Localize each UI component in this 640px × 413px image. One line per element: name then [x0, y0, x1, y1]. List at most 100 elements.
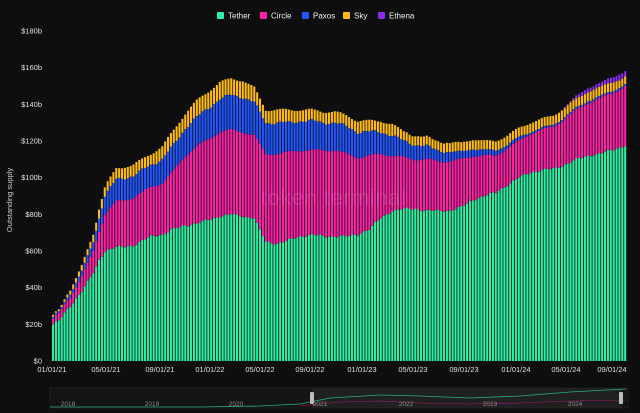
bar-paxos [566, 114, 569, 117]
legend-item-circle[interactable]: Circle [260, 12, 292, 21]
bar-paxos [316, 121, 319, 150]
bar-sky [253, 86, 256, 102]
bar-tether [624, 146, 627, 361]
bar-tether [138, 241, 141, 361]
bar-tether [572, 160, 575, 361]
bar-circle [365, 156, 368, 231]
bar-tether [563, 164, 566, 361]
bar-circle [440, 161, 443, 211]
bar-sky [330, 111, 333, 123]
bar-sky [365, 119, 368, 132]
navigator-line [299, 399, 627, 407]
bar-sky [563, 108, 566, 118]
bar-paxos [287, 121, 290, 151]
bar-circle [92, 250, 95, 274]
bar-tether [129, 245, 132, 361]
bar-tether [238, 216, 241, 361]
bar-sky [195, 99, 198, 117]
bar-paxos [368, 131, 371, 155]
bar-sky [224, 79, 227, 95]
bar-paxos [169, 146, 172, 173]
bar-sky [328, 112, 331, 125]
bar-sky [213, 87, 216, 105]
bar-paxos [443, 153, 446, 163]
bar-sky [175, 126, 178, 141]
bar-sky [535, 121, 538, 131]
watermark: token terminal_ [261, 185, 419, 210]
bar-sky [356, 121, 359, 134]
navigator-handle-right[interactable] [619, 392, 623, 404]
time-navigator[interactable]: 2018 2019 2020 2021 2022 2023 2024 [49, 387, 629, 409]
bar-paxos [575, 106, 578, 109]
bar-sky [282, 108, 285, 123]
bar-paxos [532, 131, 535, 134]
bar-circle [296, 151, 299, 238]
bar-sky [500, 139, 503, 149]
bar-tether [178, 227, 181, 361]
bar-paxos [399, 139, 402, 156]
bar-tether [408, 208, 411, 361]
bar-paxos [330, 122, 333, 152]
bar-paxos [178, 137, 181, 163]
bar-circle [345, 152, 348, 237]
bar-tether [523, 174, 526, 361]
bar-circle [537, 130, 540, 172]
bar-sky [123, 167, 126, 180]
bar-sky [348, 117, 351, 129]
bar-paxos [342, 123, 345, 152]
bar-tether [83, 286, 86, 361]
bar-tether [149, 235, 152, 361]
bar-circle [149, 186, 152, 236]
bar-tether [486, 195, 489, 361]
bar-tether [382, 215, 385, 361]
legend-item-sky[interactable]: Sky [343, 12, 367, 21]
bar-circle [155, 186, 158, 237]
bar-sky [578, 96, 581, 106]
bar-sky [201, 95, 204, 112]
legend-item-tether[interactable]: Tether [217, 12, 251, 21]
bar-circle [325, 150, 328, 238]
bar-sky [589, 91, 592, 101]
bar-tether [491, 192, 494, 361]
bar-paxos [144, 168, 147, 190]
legend-item-paxos[interactable]: Paxos [302, 12, 335, 21]
bar-paxos [509, 142, 512, 147]
bar-sky [624, 76, 627, 84]
bar-sky [606, 83, 609, 93]
bar-tether [397, 209, 400, 361]
bar-tether [569, 162, 572, 361]
bar-tether [95, 266, 98, 361]
bar-circle [578, 107, 581, 158]
bar-circle [394, 156, 397, 210]
bar-tether [276, 243, 279, 361]
bar-circle [238, 132, 241, 217]
bar-paxos [270, 124, 273, 155]
bar-paxos [253, 101, 256, 135]
bar-tether [195, 223, 198, 361]
bar-tether [123, 247, 126, 361]
bar-circle [351, 155, 354, 235]
bar-circle [83, 269, 86, 287]
legend-item-ethena[interactable]: Ethena [378, 12, 415, 21]
bar-paxos [503, 146, 506, 152]
bar-sky [477, 140, 480, 150]
bar-paxos [129, 176, 132, 200]
bar-paxos [348, 128, 351, 155]
bar-paxos [112, 183, 115, 204]
bar-paxos [414, 145, 417, 161]
bar-paxos [601, 94, 604, 97]
bar-circle [339, 151, 342, 236]
bar-circle [198, 143, 201, 223]
bar-paxos [86, 255, 89, 263]
bar-tether [121, 246, 124, 361]
bar-sky [466, 141, 469, 151]
bar-tether [273, 244, 276, 361]
bar-tether [540, 170, 543, 361]
bar-circle [319, 149, 322, 235]
bar-tether [192, 223, 195, 361]
bar-paxos [204, 109, 207, 141]
navigator-handle-left[interactable] [310, 392, 314, 404]
bar-sky [336, 111, 339, 124]
bar-tether [109, 248, 112, 361]
bar-sky [80, 264, 83, 271]
